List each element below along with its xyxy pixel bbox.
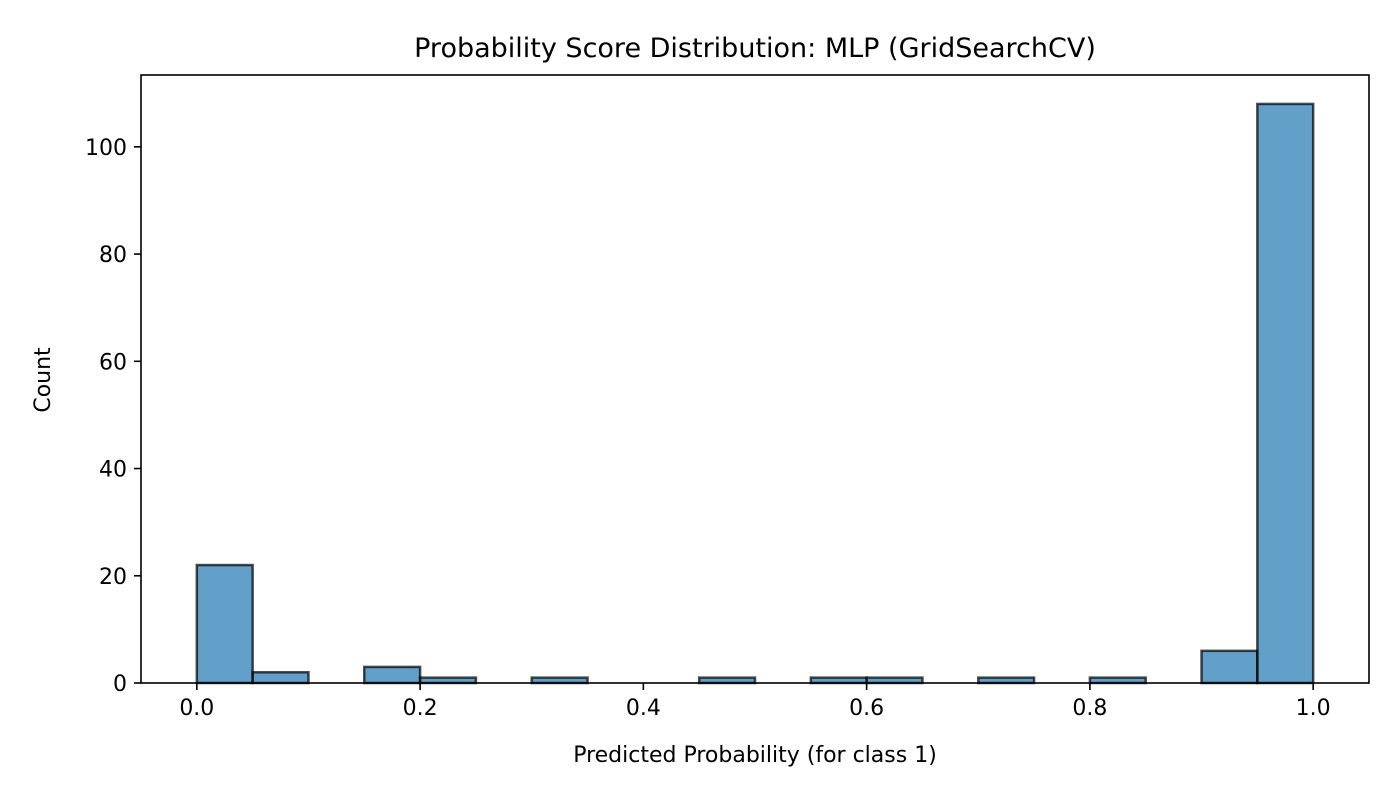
x-tick-label-5: 1.0 <box>1296 696 1331 721</box>
histogram-bar-11 <box>1256 102 1315 685</box>
histogram-bar-3 <box>418 676 478 685</box>
histogram-bar-1 <box>251 671 310 685</box>
y-axis-label: Count <box>31 347 56 413</box>
histogram-bar-4 <box>530 676 589 685</box>
histogram-bar-9 <box>1088 676 1147 685</box>
x-tick-label-1: 0.2 <box>403 696 438 721</box>
x-tick-label-0: 0.0 <box>179 696 214 721</box>
y-tick-label-5: 100 <box>85 136 127 161</box>
y-tick-label-0: 0 <box>113 672 127 697</box>
x-tick-label-4: 0.8 <box>1072 696 1107 721</box>
histogram-bar-0 <box>195 563 254 685</box>
histogram-bar-8 <box>977 676 1036 685</box>
histogram-bar-10 <box>1200 649 1259 685</box>
x-axis-label: Predicted Probability (for class 1) <box>573 743 937 768</box>
y-tick-label-2: 40 <box>99 458 127 483</box>
x-tick-label-2: 0.4 <box>626 696 661 721</box>
chart-title: Probability Score Distribution: MLP (Gri… <box>414 33 1096 64</box>
plot-frame <box>140 74 1370 684</box>
x-axis-ticks: 0.0 0.2 0.4 0.6 0.8 1.0 <box>179 683 1331 721</box>
y-tick-label-3: 60 <box>99 350 127 375</box>
y-tick-label-1: 20 <box>99 565 127 590</box>
y-tick-label-4: 80 <box>99 243 127 268</box>
histogram-bar-2 <box>363 665 422 685</box>
x-tick-label-3: 0.6 <box>849 696 884 721</box>
histogram-bar-7 <box>865 676 924 685</box>
histogram-bar-6 <box>809 676 868 685</box>
bars-group <box>195 102 1315 685</box>
histogram-bar-5 <box>697 676 757 685</box>
y-axis-ticks: 0 20 40 60 80 100 <box>85 136 141 697</box>
